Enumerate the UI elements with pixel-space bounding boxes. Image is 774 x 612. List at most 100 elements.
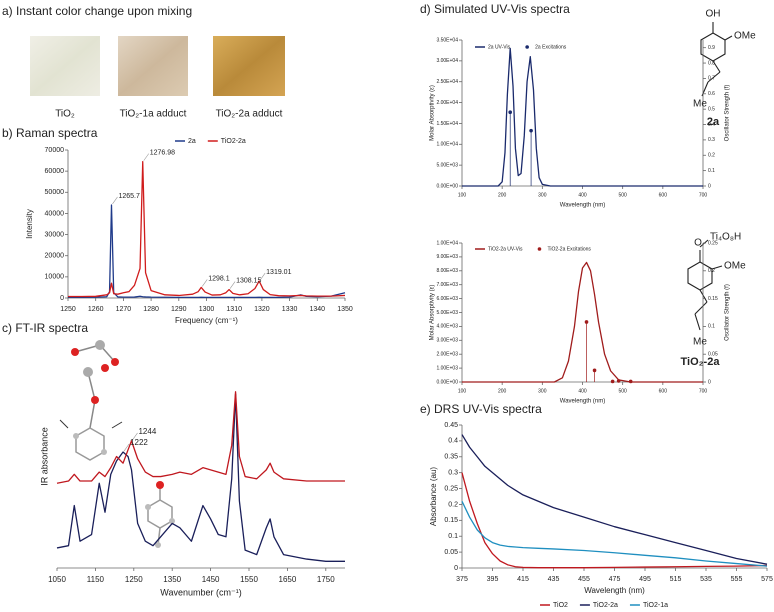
y-axis-label: Molar Absorptivity (ε) (430, 285, 436, 341)
x-tick-label: 1270 (116, 306, 132, 313)
sample-label: TiO₂ (55, 109, 75, 120)
sample-label: TiO₂-2a adduct (216, 109, 283, 120)
y-tick-label: 2.00E+04 (436, 100, 458, 106)
y2-tick-label: 0.3 (708, 137, 715, 143)
y-tick-label: 30000 (45, 231, 65, 238)
y2-tick-label: 0.6 (708, 91, 715, 97)
y-tick-label: 20000 (45, 253, 65, 260)
structure-label: Me (693, 99, 707, 110)
sample-photo (213, 36, 285, 96)
y-tick-label: 5.00E+03 (436, 162, 458, 168)
chart-title: c) FT-IR spectra (2, 321, 88, 335)
x-tick-label: 1340 (310, 306, 326, 313)
y-tick-label: 0 (454, 565, 458, 572)
x-tick-label: 555 (731, 576, 743, 583)
excitation-point (592, 368, 597, 373)
y-tick-label: 2.50E+04 (436, 79, 458, 85)
y-tick-label: 10000 (45, 274, 65, 281)
y-tick-label: 1.00E+04 (436, 142, 458, 148)
y-tick-label: 0.35 (444, 454, 458, 461)
structure-label: Ti₄O₈H (710, 232, 741, 243)
legend-marker (525, 45, 529, 49)
y-tick-label: 0.00E+00 (436, 183, 458, 189)
annotation-leader (112, 196, 118, 205)
x-tick-label: 1750 (317, 575, 335, 584)
legend-label: 2a Excitations (535, 44, 567, 50)
x-tick-label: 300 (538, 388, 547, 394)
excitation-point (584, 320, 589, 324)
y2-axis-label: Oscillator Strength (f) (725, 85, 731, 142)
x-axis-label: Wavenumber (cm⁻¹) (160, 587, 241, 597)
y-tick-label: 6.00E+03 (436, 296, 458, 302)
x-axis-label: Wavelength (nm) (560, 399, 605, 405)
y2-tick-label: 0.1 (708, 324, 715, 330)
annotation-leader (123, 443, 130, 452)
excitation-point (508, 110, 512, 115)
x-tick-label: 1650 (279, 575, 297, 584)
x-tick-label: 1300 (199, 306, 215, 313)
y2-tick-label: 0.15 (708, 296, 718, 302)
series-line (461, 434, 768, 565)
y-tick-label: 0.00E+00 (436, 379, 458, 385)
x-axis-label: Wavelength (nm) (560, 203, 605, 209)
x-tick-label: 700 (699, 388, 708, 394)
legend-marker (537, 247, 542, 251)
y-tick-label: 0.15 (444, 517, 458, 524)
series-line (462, 47, 703, 187)
x-tick-label: 100 (458, 388, 467, 394)
x-tick-label: 475 (609, 576, 621, 583)
y-tick-label: 3.00E+04 (436, 58, 458, 64)
excitation-point (616, 379, 621, 383)
y2-tick-label: 0 (708, 379, 711, 385)
y-tick-label: 3.50E+04 (436, 37, 458, 43)
sample-label: TiO₂-1a adduct (120, 109, 187, 120)
y-tick-label: 3.00E+03 (436, 338, 458, 344)
y2-tick-label: 0.9 (708, 45, 715, 51)
series-line (56, 391, 345, 484)
y2-tick-label: 0.2 (708, 268, 715, 274)
structure-label: OH (706, 9, 721, 20)
x-tick-label: 600 (659, 388, 668, 394)
y2-tick-label: 0 (708, 183, 711, 189)
excitation-point (610, 379, 615, 384)
annotation-leader (143, 153, 149, 161)
x-tick-label: 500 (618, 388, 627, 394)
x-tick-label: 1350 (337, 306, 353, 313)
structure-label: OMe (724, 261, 746, 272)
x-tick-label: 1330 (282, 306, 298, 313)
annotation: 1276.98 (150, 149, 175, 156)
series-line (68, 204, 346, 299)
structure (700, 22, 733, 97)
y2-tick-label: 0.4 (708, 122, 715, 128)
excitation-point (628, 379, 633, 384)
y-tick-label: 0.1 (448, 533, 458, 540)
x-tick-label: 200 (498, 192, 507, 198)
excitation-point (529, 128, 533, 133)
x-tick-label: 1320 (254, 306, 270, 313)
x-tick-label: 415 (517, 576, 529, 583)
x-tick-label: 395 (487, 576, 499, 583)
series-line (56, 393, 345, 562)
y-tick-label: 8.00E+03 (436, 268, 458, 274)
x-tick-label: 495 (639, 576, 651, 583)
x-tick-label: 1310 (226, 306, 242, 313)
structure-label: Me (693, 337, 707, 348)
legend-label: TiO2-2a (221, 138, 246, 145)
x-tick-label: 1350 (163, 575, 181, 584)
x-tick-label: 300 (538, 192, 547, 198)
series-line (462, 261, 703, 383)
annotation: 1319.01 (266, 269, 291, 276)
y-tick-label: 2.00E+03 (436, 352, 458, 358)
series-line (461, 500, 768, 567)
y-tick-label: 0.2 (448, 501, 458, 508)
y-tick-label: 1.00E+04 (436, 240, 458, 246)
x-tick-label: 1050 (48, 575, 66, 584)
y-tick-label: 0.4 (448, 438, 458, 445)
y-tick-label: 1.00E+03 (436, 365, 458, 371)
structure-label: 2a (707, 116, 720, 128)
annotation-leader (229, 281, 236, 289)
y2-tick-label: 0.2 (708, 153, 715, 159)
structure-label: O (694, 238, 702, 249)
y-axis-label: Absorbance (au) (429, 467, 438, 526)
y-tick-label: 40000 (45, 210, 65, 217)
